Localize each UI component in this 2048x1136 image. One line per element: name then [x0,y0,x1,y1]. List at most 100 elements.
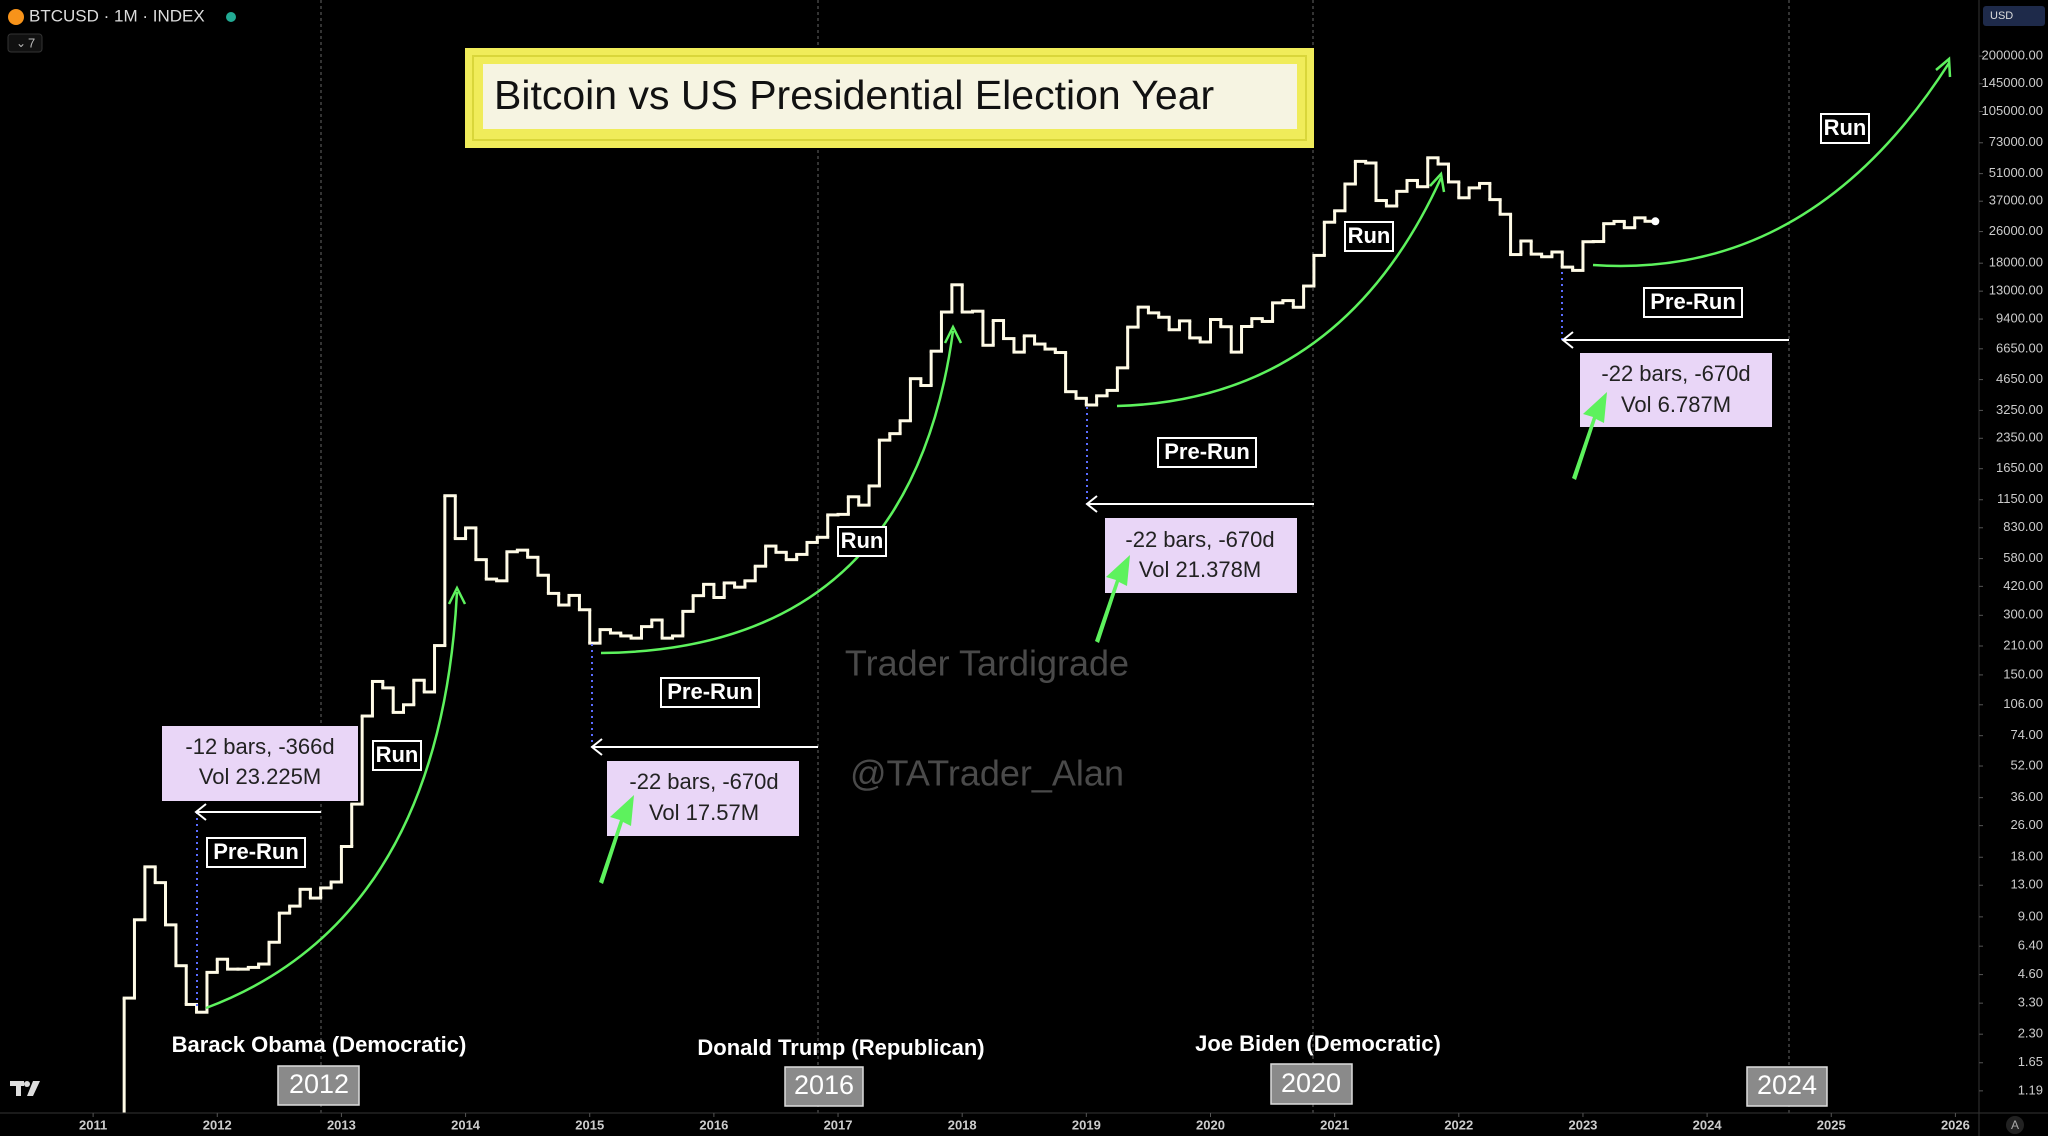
title-frame-inner [472,55,1307,141]
y-tick-label: 37000.00 [1989,193,2043,208]
x-tick-label: 2015 [575,1117,604,1132]
x-tick-label: 2017 [824,1117,853,1132]
run-box [372,740,422,771]
run-arrow [205,591,459,1010]
x-tick-label: 2011 [79,1117,107,1132]
y-tick-label: 3250.00 [1996,402,2043,417]
election-name: Joe Biden (Democratic) [1195,1031,1441,1056]
run-label: Run [1824,115,1867,140]
measure-box [1105,518,1297,593]
x-tick-label: 2022 [1444,1117,1473,1132]
scale-mode: A [2011,1118,2019,1132]
year-box [1270,1063,1353,1105]
run-box [1820,113,1870,144]
x-tick-label: 2021 [1320,1117,1349,1132]
election-year: 2020 [1281,1068,1341,1098]
measure-arrow [194,803,321,821]
y-tick-label: 6.40 [2018,938,2043,953]
measure-arrow [590,738,818,756]
run-arrow [1116,177,1443,408]
green-pointer [1095,555,1130,643]
y-tick-label: 52.00 [2010,757,2043,772]
y-tick-label: 18.00 [2010,849,2043,864]
indicator-count: 7 [28,35,35,50]
measure-box [1580,353,1772,427]
prerun-label: Pre-Run [1650,289,1736,314]
measure-range: -22 bars, -670d [1601,361,1750,386]
y-tick-label: 13.00 [2010,877,2043,892]
indicator-toggle[interactable] [7,33,43,53]
x-tick-label: 2012 [203,1117,232,1132]
x-tick-label: 2019 [1072,1117,1101,1132]
y-tick-label: 36.00 [2010,789,2043,804]
x-tick-label: 2018 [948,1117,977,1132]
prerun-label: Pre-Run [213,839,299,864]
y-tick-label: 26.00 [2010,817,2043,832]
y-tick-label: 4650.00 [1996,371,2043,386]
symbol: BTCUSD · 1M · INDEX [29,6,205,25]
measure-range: -22 bars, -670d [629,769,778,794]
run-label: Run [376,742,419,767]
arrowhead [1935,56,1952,78]
y-tick-label: 420.00 [2003,578,2043,593]
y-tick-label: 200000.00 [1982,48,2043,63]
measure-arrow [1561,331,1789,349]
x-tick-label: 2013 [327,1117,356,1132]
green-pointer [599,795,634,884]
scale-button[interactable] [2006,1116,2024,1134]
prerun-label: Pre-Run [1164,439,1250,464]
y-tick-label: 150.00 [2003,666,2043,681]
y-tick-label: 830.00 [2003,519,2043,534]
last-price-dot [1651,217,1660,226]
y-tick-label: 300.00 [2003,607,2043,622]
y-tick-label: 1150.00 [1997,491,2043,506]
run-box [1344,221,1394,252]
currency: USD [1990,10,2013,22]
run-arrow [1592,62,1951,268]
y-tick-label: 580.00 [2003,550,2043,565]
currency-button[interactable] [1983,6,2045,26]
y-tick-label: 13000.00 [1989,283,2043,298]
election-name: Donald Trump (Republican) [697,1035,984,1060]
y-tick-label: 9400.00 [1996,310,2043,325]
run-label: Run [1348,223,1391,248]
y-tick-label: 26000.00 [1989,223,2043,238]
run-box [837,526,887,557]
measure-volume: Vol 21.378M [1139,557,1261,582]
arrowhead [943,324,963,344]
x-tick-label: 2025 [1817,1117,1846,1132]
measure-volume: Vol 17.57M [649,800,759,825]
election-year: 2024 [1757,1070,1817,1100]
y-tick-label: 73000.00 [1989,134,2043,149]
prerun-box [660,677,760,708]
y-tick-label: 106.00 [2003,696,2043,711]
x-tick-label: 2023 [1568,1117,1597,1132]
tv-logo [10,1081,40,1096]
measure-range: -12 bars, -366d [185,734,334,759]
year-box [277,1065,360,1106]
prerun-box [1643,287,1743,318]
price-line [122,156,1660,1113]
election-year: 2012 [289,1069,349,1099]
y-tick-label: 3.30 [2018,995,2043,1010]
measure-volume: Vol 6.787M [1621,392,1731,417]
x-tick-label: 2014 [451,1117,481,1132]
y-tick-label: 105000.00 [1982,103,2043,118]
y-tick-label: 4.60 [2018,966,2043,981]
y-tick-label: 6650.00 [1996,340,2043,355]
year-box [1746,1066,1828,1107]
y-tick-label: 2350.00 [1996,430,2043,445]
y-tick-label: 1.19 [2018,1082,2043,1097]
y-tick-label: 2.30 [2018,1026,2043,1041]
y-tick-label: 210.00 [2003,637,2043,652]
x-tick-label: 2016 [699,1117,728,1132]
y-tick-label: 18000.00 [1989,255,2043,270]
run-label: Run [841,528,884,553]
y-tick-label: 145000.00 [1982,75,2043,90]
y-tick-label: 74.00 [2010,727,2043,742]
x-tick-label: 2026 [1941,1117,1970,1132]
election-name: Barack Obama (Democratic) [172,1032,467,1057]
symbol-icon [8,9,24,25]
y-tick-label: 1.65 [2018,1054,2043,1069]
